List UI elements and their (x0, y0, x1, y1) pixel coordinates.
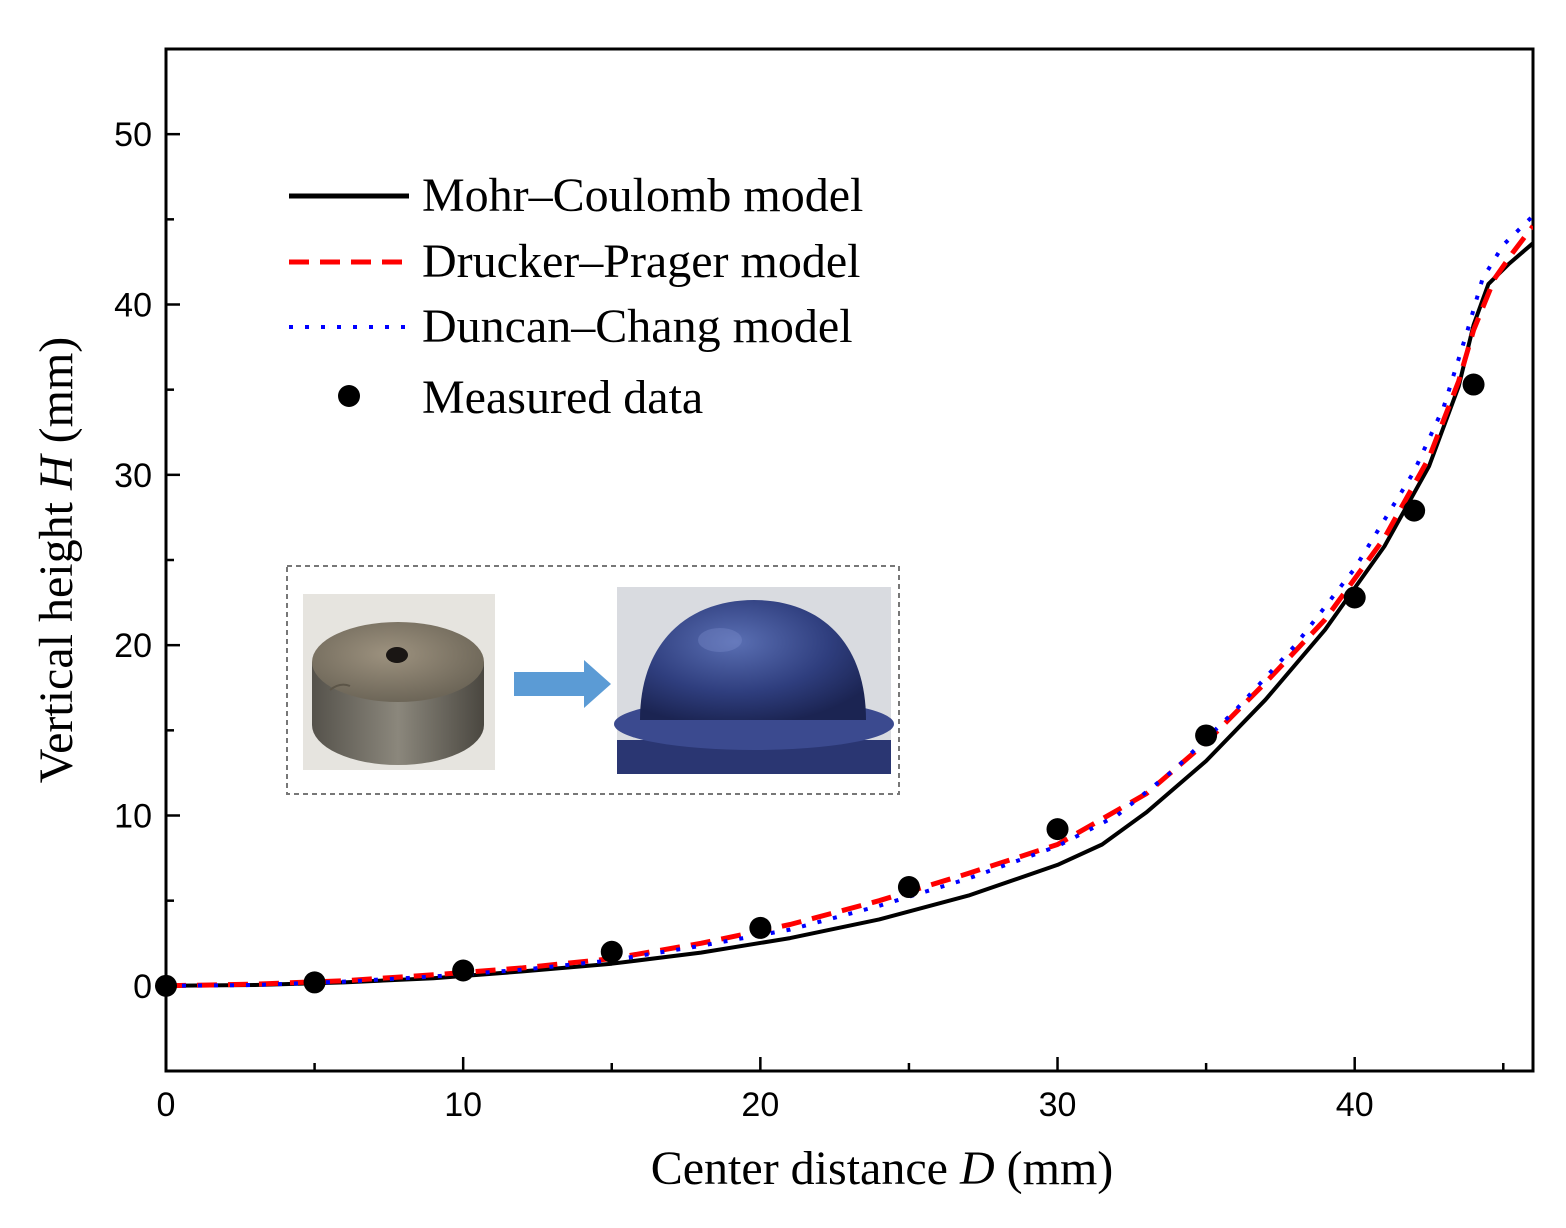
measured-data-point (600, 940, 623, 963)
x-tick-label: 30 (1039, 1086, 1077, 1124)
x-axis-title: Center distance D (mm) (651, 1142, 1114, 1195)
x-tick-label: 0 (157, 1086, 176, 1124)
inset-border (286, 565, 900, 795)
y-tick-label: 10 (114, 798, 152, 836)
right-arrow-icon (514, 660, 611, 708)
y-tick-label: 50 (114, 116, 152, 154)
legend-marker-measured (338, 385, 360, 407)
measured-data-point (303, 971, 326, 994)
measured-data-point (1403, 499, 1426, 522)
legend: Mohr–Coulomb model Drucker–Prager model … (289, 169, 863, 424)
y-axis-ticks: 0 10 20 30 40 50 (114, 47, 180, 1006)
x-tick-label: 10 (444, 1086, 482, 1124)
legend-label-duncan-chang: Duncan–Chang model (422, 300, 853, 353)
inset-photos (286, 565, 900, 795)
measured-data-point (1462, 373, 1485, 396)
drucker-prager-curve (166, 224, 1533, 989)
legend-label-mohr-coulomb: Mohr–Coulomb model (422, 169, 863, 222)
measured-data-point (1195, 724, 1218, 747)
legend-label-drucker-prager: Drucker–Prager model (422, 235, 861, 288)
legend-label-measured: Measured data (422, 371, 703, 424)
y-tick-label: 40 (114, 287, 152, 325)
measured-data-point (897, 876, 920, 899)
deformed-dome-specimen (614, 587, 894, 774)
y-tick-label: 30 (114, 457, 152, 495)
y-axis-title: Vertical height H (mm) (30, 337, 83, 784)
measured-data-point (452, 959, 475, 982)
measured-data-point (1046, 818, 1069, 841)
marker-layer (155, 373, 1485, 997)
measured-data-point (1343, 586, 1366, 609)
measured-data-point (749, 916, 772, 939)
x-tick-label: 20 (741, 1086, 779, 1124)
y-tick-label: 20 (114, 627, 152, 665)
x-axis-ticks: 0 10 20 30 40 (157, 1057, 1505, 1124)
measured-data-point (155, 974, 177, 997)
drilled-cylinder-specimen (303, 594, 495, 770)
series-layer (166, 214, 1533, 989)
x-tick-label: 40 (1336, 1086, 1374, 1124)
y-tick-label: 0 (133, 968, 152, 1006)
